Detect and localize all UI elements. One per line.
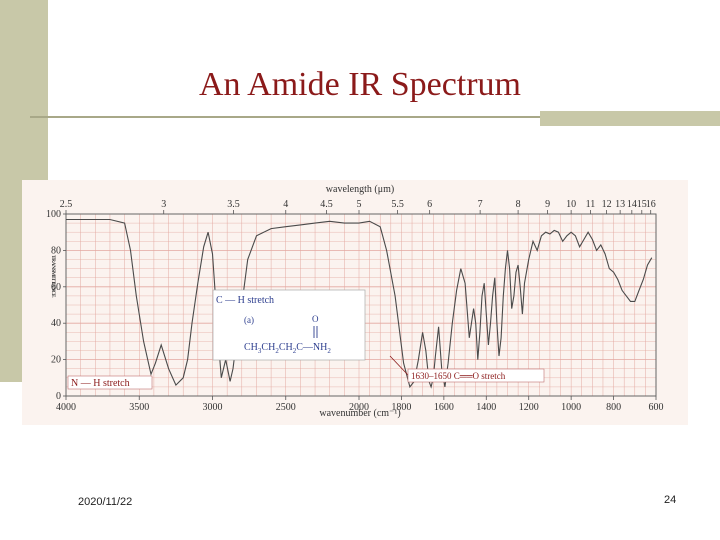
figure-part-label: (a) [244, 315, 254, 325]
y-tick-label: 100 [46, 209, 61, 220]
nh-stretch-label: N — H stretch [71, 378, 130, 389]
formula-ch2-b: CH [279, 342, 293, 353]
y-axis-ticks: 0 20 40 60 80 100 [46, 209, 66, 402]
top-tick-label: 4.5 [320, 199, 333, 210]
top-tick-label: 3.5 [227, 199, 240, 210]
structure-box [212, 289, 366, 361]
nh-stretch-box [67, 375, 153, 390]
top-tick-label: 5.5 [391, 199, 404, 210]
top-tick-label: 12 [602, 199, 612, 210]
y-tick-label: 80 [51, 245, 61, 256]
x-axis-label: wavenumber (cm⁻¹) [319, 408, 400, 419]
top-tick-label: 5 [357, 199, 362, 210]
top-tick-label: 16 [646, 199, 656, 210]
formula-bond: — [302, 342, 314, 353]
plot-frame [65, 213, 657, 397]
ir-spectrum-chart: 4000 3500 3000 2500 2000 1800 1600 1400 1200 1000… [22, 180, 688, 425]
x-axis-ticks: 4000 3500 3000 2500 2000 1800 1600 1400 1200 1000… [56, 396, 664, 413]
x-tick-label: 2000 [349, 402, 369, 413]
top-tick-label: 6 [427, 199, 432, 210]
top-tick-label: 10 [566, 199, 576, 210]
formula-sub-2c: 2 [327, 347, 331, 355]
co-stretch-label: 1630–1650 C══O stretch [411, 371, 506, 381]
x-tick-label: 4000 [56, 402, 76, 413]
top-tick-label: 4 [283, 199, 288, 210]
formula-sub-2a: 2 [275, 347, 279, 355]
y-tick-label: 0 [56, 391, 61, 402]
title-accent-block [540, 111, 720, 126]
x-tick-label: 1600 [434, 402, 454, 413]
formula-carbonyl-c: C [296, 342, 303, 353]
formula-nh: NH [313, 342, 327, 353]
y-tick-label: 40 [51, 318, 61, 329]
structure-oxygen: O [312, 314, 319, 324]
top-tick-label: 11 [586, 199, 596, 210]
x-tick-label: 600 [649, 402, 664, 413]
top-tick-label: 7 [478, 199, 483, 210]
formula-ch2-a: CH [261, 342, 275, 353]
x-tick-label: 3500 [129, 402, 149, 413]
x-tick-label: 800 [606, 402, 621, 413]
slide-title: An Amide IR Spectrum [198, 66, 522, 103]
co-stretch-box [407, 368, 545, 383]
formula-sub-3: 3 [258, 347, 262, 355]
x-tick-label: 1200 [519, 402, 539, 413]
top-tick-label: 9 [545, 199, 550, 210]
page-number: 24 [664, 494, 677, 506]
top-tick-label: 15 [637, 199, 647, 210]
x-tick-label: 3000 [203, 402, 223, 413]
y-tick-label: 20 [51, 355, 61, 366]
structure-formula: CH3CH2CH2C—NH2 [244, 342, 331, 355]
top-axis-label: wavelength (μm) [326, 184, 394, 195]
y-axis-label: TRANSMITTANCE [50, 255, 56, 298]
top-tick-label: 8 [516, 199, 521, 210]
top-tick-label: 14 [627, 199, 637, 210]
ch-stretch-label: C — H stretch [216, 295, 274, 306]
x-tick-label: 1800 [391, 402, 411, 413]
top-tick-label: 2.5 [60, 199, 73, 210]
x-tick-label: 1000 [561, 402, 581, 413]
formula-ch3: CH [244, 342, 258, 353]
x-tick-label: 2500 [276, 402, 296, 413]
top-tick-label: 13 [615, 199, 625, 210]
x-tick-label: 1400 [476, 402, 496, 413]
co-callout-leader [389, 355, 409, 376]
title-underline [30, 116, 720, 118]
formula-sub-2b: 2 [293, 347, 297, 355]
top-tick-label: 3 [161, 199, 166, 210]
y-tick-label: 60 [51, 282, 61, 293]
footer-date: 2020/11/22 [78, 496, 133, 508]
